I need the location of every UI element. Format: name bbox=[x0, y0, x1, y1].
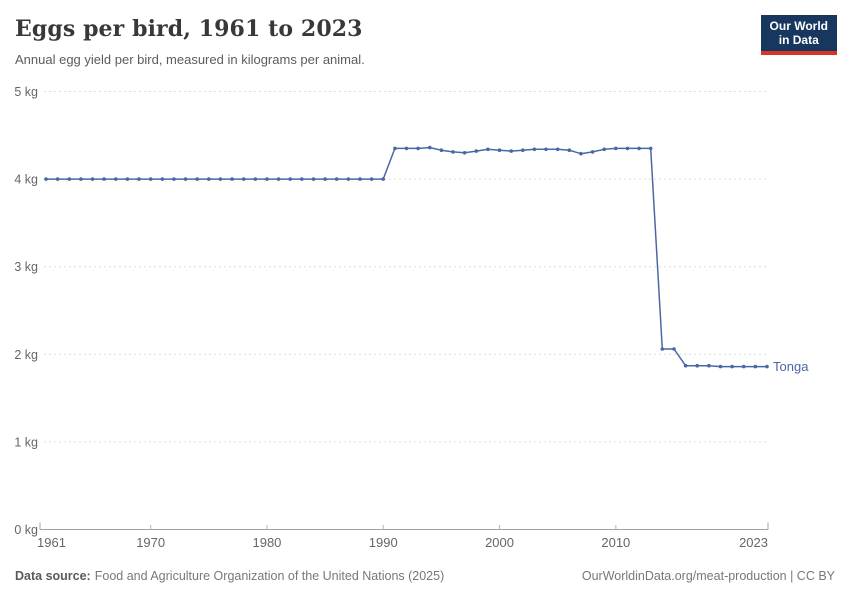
data-point[interactable] bbox=[567, 148, 572, 152]
data-point[interactable] bbox=[730, 364, 734, 369]
x-tick-label: 1990 bbox=[369, 535, 398, 550]
y-tick-label: 1 kg bbox=[14, 435, 38, 449]
footer-citation[interactable]: OurWorldinData.org/meat-production | CC … bbox=[581, 569, 835, 583]
y-tick-label: 5 kg bbox=[14, 85, 38, 99]
data-source[interactable]: Data source: Food and Agriculture Organiz… bbox=[15, 569, 444, 583]
data-point[interactable] bbox=[55, 177, 60, 181]
data-point[interactable] bbox=[172, 177, 176, 181]
data-point[interactable] bbox=[718, 364, 723, 369]
data-point[interactable] bbox=[451, 150, 455, 154]
data-point[interactable] bbox=[90, 177, 95, 181]
data-point[interactable] bbox=[555, 147, 560, 152]
data-point[interactable] bbox=[474, 149, 479, 153]
x-tick-label: 2000 bbox=[485, 535, 514, 550]
data-point[interactable] bbox=[765, 364, 769, 369]
page-title: Eggs per bird, 1961 to 2023 bbox=[15, 16, 363, 42]
data-point[interactable] bbox=[486, 147, 490, 152]
series-line-tonga[interactable] bbox=[46, 146, 767, 368]
data-point[interactable] bbox=[660, 347, 665, 351]
data-point[interactable] bbox=[125, 177, 130, 181]
chart-canvas[interactable]: 0 kg 1 kg 2 kg 3 kg 4 kg 5 kg 1961 1970 1980 1990… bbox=[0, 85, 850, 555]
data-point[interactable] bbox=[741, 364, 746, 369]
data-point[interactable] bbox=[358, 177, 362, 181]
data-point[interactable] bbox=[532, 147, 537, 152]
data-point[interactable] bbox=[393, 146, 397, 151]
data-point[interactable] bbox=[753, 364, 758, 369]
entity-label-tonga[interactable]: Tonga bbox=[773, 359, 809, 374]
data-point[interactable] bbox=[230, 177, 234, 181]
data-point[interactable] bbox=[137, 177, 141, 181]
data-point[interactable] bbox=[183, 177, 188, 181]
data-point[interactable] bbox=[160, 177, 165, 181]
data-point[interactable] bbox=[625, 146, 630, 151]
data-point[interactable] bbox=[114, 177, 118, 181]
data-point[interactable] bbox=[544, 147, 548, 152]
data-point[interactable] bbox=[207, 177, 211, 181]
owid-logo-line2: in Data bbox=[778, 32, 819, 47]
data-point[interactable] bbox=[614, 146, 618, 151]
data-point[interactable] bbox=[404, 146, 409, 151]
data-point[interactable] bbox=[288, 177, 293, 181]
data-point[interactable] bbox=[334, 177, 339, 181]
chart-subtitle: Annual egg yield per bird, measured in k… bbox=[15, 52, 365, 67]
data-point[interactable] bbox=[590, 150, 595, 154]
x-tick-label: 1980 bbox=[252, 535, 281, 550]
data-point[interactable] bbox=[695, 363, 699, 368]
data-point[interactable] bbox=[67, 177, 72, 181]
x-tick-label: 2010 bbox=[601, 535, 630, 550]
y-tick-label: 4 kg bbox=[14, 173, 38, 187]
data-point[interactable] bbox=[381, 177, 386, 181]
y-tick-label: 2 kg bbox=[14, 348, 38, 362]
data-point[interactable] bbox=[521, 148, 525, 152]
data-point[interactable] bbox=[462, 151, 467, 155]
data-point[interactable] bbox=[439, 148, 444, 152]
data-point[interactable] bbox=[311, 177, 316, 181]
data-point[interactable] bbox=[218, 177, 223, 181]
data-point[interactable] bbox=[44, 177, 48, 181]
x-tick-label: 2023 bbox=[739, 535, 768, 550]
data-point[interactable] bbox=[195, 177, 199, 181]
data-point[interactable] bbox=[509, 149, 513, 153]
data-point[interactable] bbox=[102, 177, 106, 181]
owid-logo-line1: Our World bbox=[769, 19, 828, 33]
y-tick-label: 3 kg bbox=[14, 260, 38, 274]
data-source-text: Food and Agriculture Organization of the… bbox=[94, 569, 445, 583]
owid-logo[interactable]: Our World in Data bbox=[760, 15, 837, 55]
data-point[interactable] bbox=[579, 151, 583, 156]
x-tick-label: 1970 bbox=[136, 535, 165, 550]
data-point[interactable] bbox=[672, 347, 676, 351]
data-point[interactable] bbox=[253, 177, 258, 181]
data-point[interactable] bbox=[369, 177, 374, 181]
chart-footer: Data source: Food and Agriculture Organiz… bbox=[15, 569, 835, 583]
data-point[interactable] bbox=[148, 177, 153, 181]
data-point[interactable] bbox=[416, 146, 420, 151]
data-point[interactable] bbox=[276, 177, 281, 181]
data-point[interactable] bbox=[300, 177, 304, 181]
data-point[interactable] bbox=[323, 177, 327, 181]
y-tick-label: 0 kg bbox=[14, 523, 38, 537]
data-source-label: Data source: bbox=[15, 569, 91, 583]
data-point[interactable] bbox=[428, 145, 432, 150]
data-point[interactable] bbox=[637, 146, 641, 151]
data-point[interactable] bbox=[648, 146, 653, 151]
data-point[interactable] bbox=[707, 363, 711, 368]
data-point[interactable] bbox=[346, 177, 351, 181]
data-point[interactable] bbox=[79, 177, 83, 181]
data-point[interactable] bbox=[683, 363, 688, 368]
data-point[interactable] bbox=[265, 177, 269, 181]
data-point[interactable] bbox=[497, 148, 502, 152]
data-point[interactable] bbox=[241, 177, 246, 181]
data-point[interactable] bbox=[602, 147, 606, 152]
x-tick-label: 1961 bbox=[37, 535, 66, 550]
